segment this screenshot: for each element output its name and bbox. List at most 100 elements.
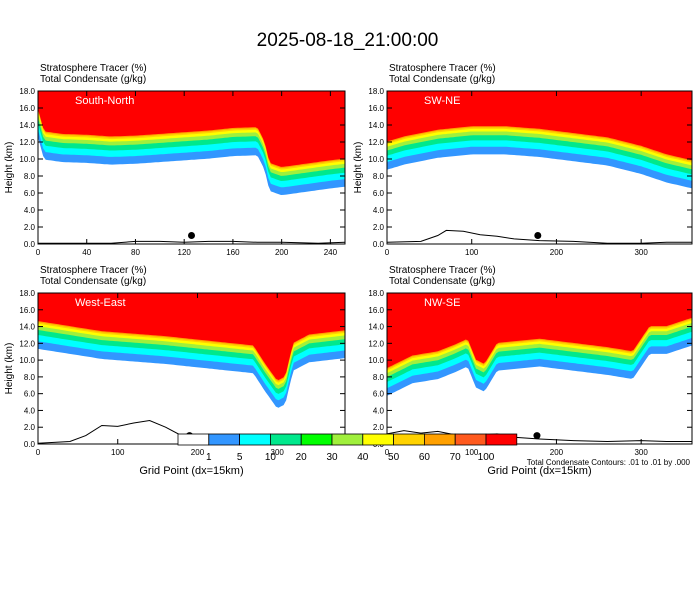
y-tick-label: 2.0 [24, 423, 36, 432]
x-tick-label: 100 [111, 448, 125, 457]
colorbar-label: 60 [419, 452, 431, 463]
tracer-field [38, 293, 345, 444]
colorbar-box [239, 433, 271, 446]
colorbar-box [423, 433, 456, 446]
x-tick-label: 0 [385, 248, 390, 257]
colorbar-box [269, 433, 302, 446]
y-tick-label: 10.0 [368, 356, 384, 365]
x-tick-label: 100 [465, 448, 479, 457]
x-axis-label: Grid Point (dx=15km) [487, 465, 591, 477]
colorbar-label: 10 [265, 452, 277, 463]
tracer-field [387, 293, 692, 443]
y-tick-label: 0.0 [373, 240, 385, 249]
colorbar-box [393, 433, 425, 446]
tracer-core [387, 293, 692, 369]
panel-label: SW-NE [424, 95, 460, 107]
x-tick-label: 160 [226, 248, 240, 257]
contour-note: Total Condensate Contours: .01 to .01 by… [527, 458, 691, 467]
y-tick-label: 2.0 [24, 223, 36, 232]
colorbar-box [454, 433, 487, 446]
y-tick-label: 14.0 [368, 323, 384, 332]
panel-label: South-North [75, 95, 134, 107]
plot-frame [386, 90, 693, 245]
x-tick-label: 200 [550, 448, 564, 457]
y-tick-label: 10.0 [19, 356, 35, 365]
x-tick-label: 40 [82, 248, 91, 257]
y-tick-label: 8.0 [24, 172, 36, 181]
y-tick-label: 8.0 [24, 373, 36, 382]
x-tick-label: 200 [275, 248, 289, 257]
y-tick-label: 16.0 [368, 306, 384, 315]
tracer-field [38, 91, 345, 244]
y-tick-label: 4.0 [373, 406, 385, 415]
subtitle-tracer: Stratosphere Tracer (%) [389, 63, 496, 74]
terrain-line [387, 229, 692, 244]
y-tick-label: 18.0 [19, 289, 35, 298]
y-tick-label: 18.0 [368, 289, 384, 298]
colorbar-label: 40 [357, 452, 369, 463]
subtitle-tracer: Stratosphere Tracer (%) [40, 265, 147, 276]
terrain-line [38, 240, 345, 244]
subtitle-condensate: Total Condensate (g/kg) [40, 276, 146, 287]
y-tick-label: 8.0 [373, 373, 385, 382]
y-tick-label: 8.0 [373, 172, 385, 181]
y-tick-label: 6.0 [373, 189, 385, 198]
colorbar-box [331, 433, 364, 446]
y-tick-label: 12.0 [19, 138, 35, 147]
subtitle-tracer: Stratosphere Tracer (%) [389, 265, 496, 276]
x-tick-label: 200 [550, 248, 564, 257]
y-axis-label: Height (km) [4, 142, 15, 194]
y-tick-label: 12.0 [19, 339, 35, 348]
x-tick-label: 240 [324, 248, 338, 257]
y-tick-label: 16.0 [19, 104, 35, 113]
y-tick-label: 18.0 [368, 87, 384, 96]
y-tick-label: 6.0 [24, 189, 36, 198]
y-tick-label: 18.0 [19, 87, 35, 96]
location-marker [533, 432, 541, 440]
colorbar-box [300, 433, 333, 446]
x-tick-label: 0 [385, 448, 390, 457]
tracer-core [38, 293, 345, 380]
x-tick-label: 120 [178, 248, 192, 257]
location-marker [188, 232, 195, 239]
y-tick-label: 0.0 [24, 240, 36, 249]
panel-label: West-East [75, 297, 126, 309]
panel-1: South-North Stratosphere Tracer (%)Total … [4, 63, 346, 257]
colorbar-box [485, 433, 518, 446]
y-tick-label: 0.0 [24, 440, 36, 449]
location-marker [534, 232, 542, 239]
y-tick-label: 10.0 [368, 155, 384, 164]
y-tick-label: 6.0 [373, 390, 385, 399]
x-tick-label: 300 [634, 448, 648, 457]
x-tick-label: 300 [634, 248, 648, 257]
y-axis-label: Height (km) [4, 343, 15, 395]
y-axis-label: Height (km) [353, 142, 364, 194]
colorbar: 1 5 10 20 30 40 50 60 70 100 [177, 433, 518, 463]
y-tick-label: 14.0 [19, 323, 35, 332]
y-tick-label: 12.0 [368, 138, 384, 147]
panel-2: SW-NE Stratosphere Tracer (%)Total Conden… [353, 63, 693, 257]
y-tick-label: 4.0 [24, 406, 36, 415]
colorbar-label: 70 [450, 452, 462, 463]
colorbar-label: 50 [388, 452, 400, 463]
colorbar-label: 30 [326, 452, 338, 463]
y-tick-label: 14.0 [19, 121, 35, 130]
y-tick-label: 2.0 [373, 423, 385, 432]
colorbar-label: 1 [206, 452, 212, 463]
plot-frame [37, 90, 346, 245]
x-tick-label: 100 [465, 248, 479, 257]
x-tick-label: 80 [131, 248, 140, 257]
y-tick-label: 6.0 [24, 390, 36, 399]
plot-frame [386, 292, 693, 445]
y-tick-label: 4.0 [24, 206, 36, 215]
y-tick-label: 14.0 [368, 121, 384, 130]
subtitle-condensate: Total Condensate (g/kg) [40, 74, 146, 85]
colorbar-label: 20 [296, 452, 308, 463]
panel-3: West-East Stratosphere Tracer (%)Total Co… [4, 265, 346, 477]
y-tick-label: 16.0 [19, 306, 35, 315]
colorbar-box [177, 433, 210, 446]
subtitle-tracer: Stratosphere Tracer (%) [40, 63, 147, 74]
